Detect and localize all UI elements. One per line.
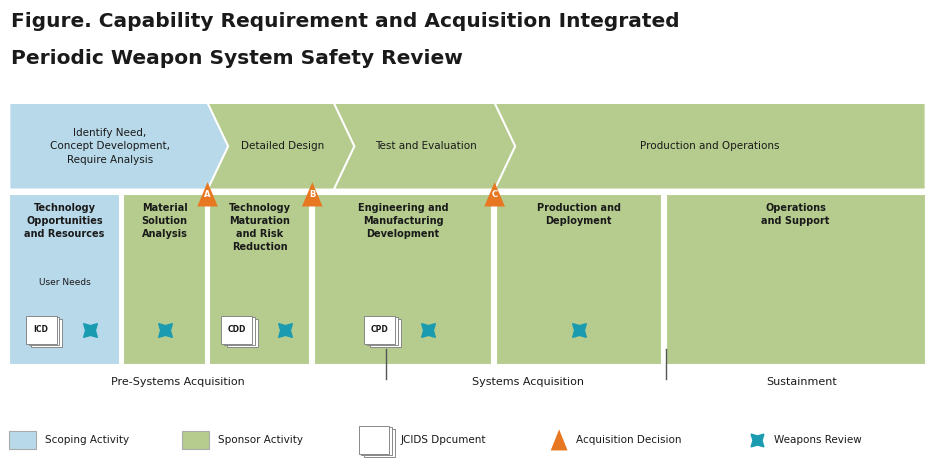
Text: Periodic Weapon System Safety Review: Periodic Weapon System Safety Review — [11, 49, 463, 68]
Text: JCIDS Dpcument: JCIDS Dpcument — [400, 435, 485, 445]
FancyBboxPatch shape — [666, 194, 926, 365]
FancyBboxPatch shape — [9, 431, 36, 449]
Text: Test and Evaluation: Test and Evaluation — [375, 141, 477, 151]
Text: Systems Acquisition: Systems Acquisition — [472, 377, 584, 387]
Text: Operations
and Support: Operations and Support — [761, 203, 830, 226]
Text: Material
Solution
Analysis: Material Solution Analysis — [141, 203, 188, 239]
Text: Pre-Systems Acquisition: Pre-Systems Acquisition — [110, 377, 245, 387]
Text: B: B — [309, 190, 315, 199]
Text: Scoping Activity: Scoping Activity — [45, 435, 129, 445]
FancyBboxPatch shape — [361, 427, 393, 455]
Text: Engineering and
Manufacturing
Development: Engineering and Manufacturing Developmen… — [358, 203, 448, 239]
FancyBboxPatch shape — [314, 194, 492, 365]
Text: Technology
Maturation
and Risk
Reduction: Technology Maturation and Risk Reduction — [229, 203, 291, 252]
Text: ICD: ICD — [34, 325, 49, 335]
FancyBboxPatch shape — [496, 194, 662, 365]
FancyBboxPatch shape — [31, 319, 62, 347]
Polygon shape — [197, 182, 218, 206]
Text: Identify Need,
Concept Development,
Require Analysis: Identify Need, Concept Development, Requ… — [50, 128, 170, 165]
Text: Production and Operations: Production and Operations — [640, 141, 780, 151]
Polygon shape — [334, 103, 518, 190]
FancyBboxPatch shape — [209, 194, 310, 365]
Polygon shape — [484, 182, 505, 206]
FancyBboxPatch shape — [367, 317, 398, 345]
FancyBboxPatch shape — [123, 194, 206, 365]
FancyBboxPatch shape — [365, 429, 395, 457]
FancyBboxPatch shape — [9, 194, 120, 365]
Polygon shape — [9, 103, 231, 190]
Text: Figure. Capability Requirement and Acquisition Integrated: Figure. Capability Requirement and Acqui… — [11, 12, 680, 31]
FancyBboxPatch shape — [365, 316, 395, 344]
FancyBboxPatch shape — [224, 317, 254, 345]
Text: CDD: CDD — [227, 325, 246, 335]
Text: Sustainment: Sustainment — [766, 377, 837, 387]
FancyBboxPatch shape — [222, 316, 252, 344]
Text: C: C — [492, 190, 497, 199]
Text: Technology
Opportunities
and Resources: Technology Opportunities and Resources — [24, 203, 105, 239]
Text: Production and
Deployment: Production and Deployment — [537, 203, 621, 226]
FancyBboxPatch shape — [25, 316, 56, 344]
FancyBboxPatch shape — [370, 319, 400, 347]
Text: Weapons Review: Weapons Review — [774, 435, 862, 445]
FancyBboxPatch shape — [28, 317, 59, 345]
Text: Detailed Design: Detailed Design — [240, 141, 324, 151]
Polygon shape — [495, 103, 926, 190]
FancyBboxPatch shape — [182, 431, 209, 449]
FancyBboxPatch shape — [226, 319, 257, 347]
Text: A: A — [205, 190, 210, 199]
Polygon shape — [551, 430, 568, 450]
Text: Acquisition Decision: Acquisition Decision — [576, 435, 682, 445]
Text: CPD: CPD — [371, 325, 388, 335]
Text: Sponsor Activity: Sponsor Activity — [218, 435, 303, 445]
Text: User Needs: User Needs — [38, 278, 91, 287]
Polygon shape — [208, 103, 357, 190]
Polygon shape — [302, 182, 323, 206]
FancyBboxPatch shape — [359, 426, 390, 454]
